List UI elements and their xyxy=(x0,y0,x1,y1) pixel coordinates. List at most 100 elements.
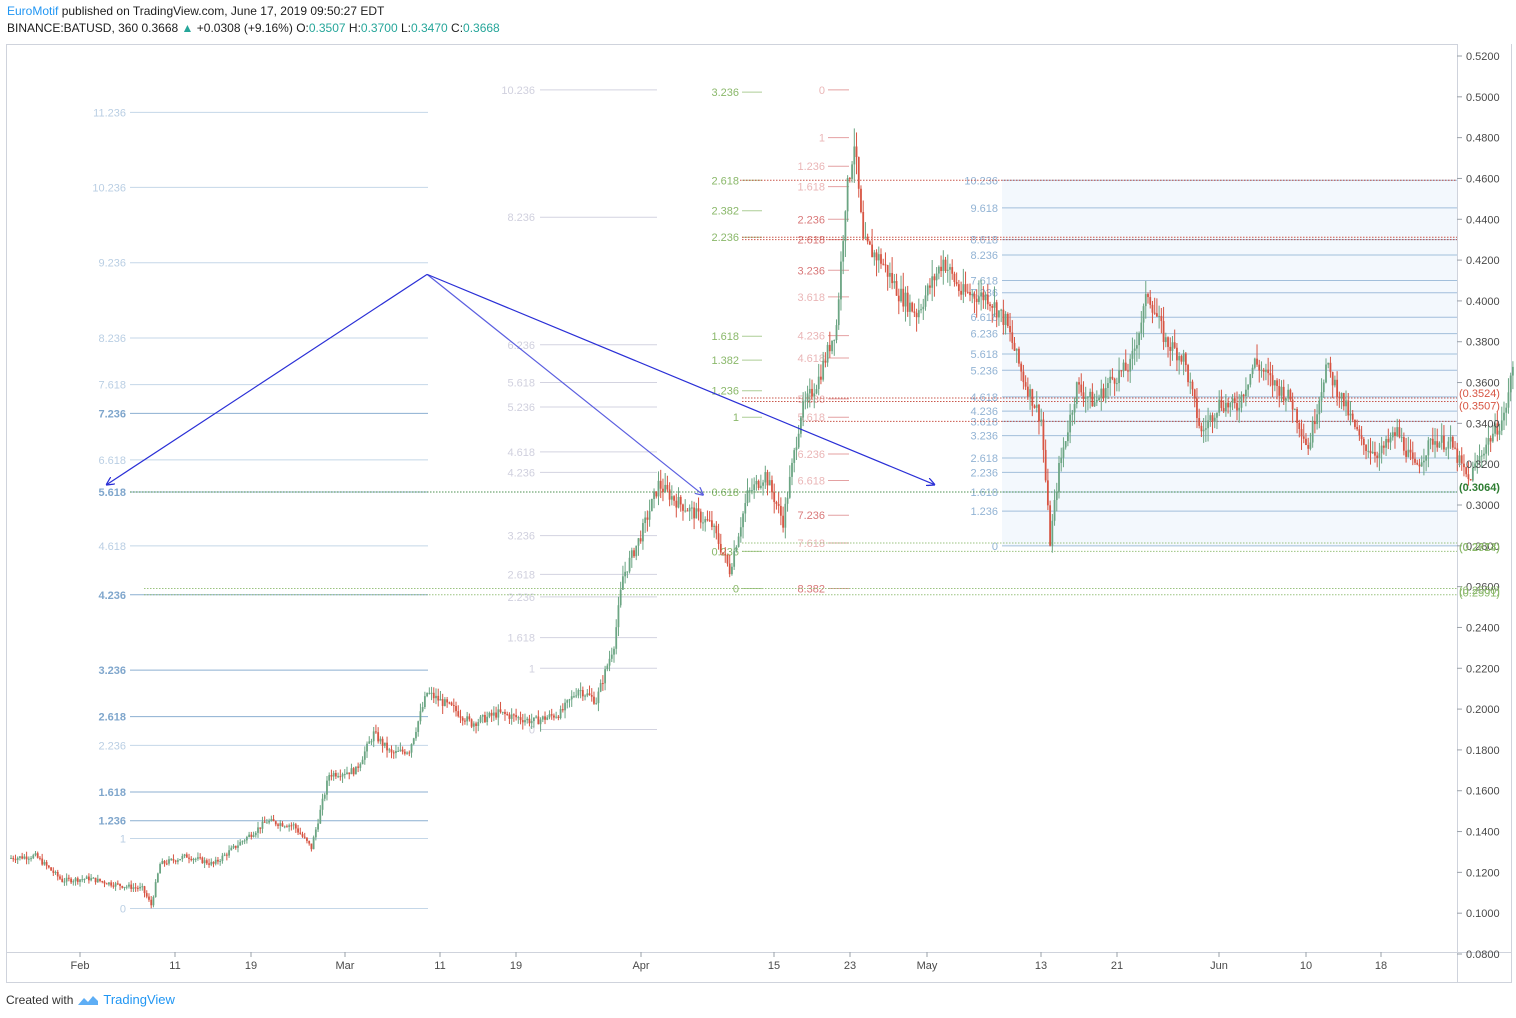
candle-body xyxy=(170,858,173,860)
candle-body xyxy=(1354,419,1356,427)
candle-body xyxy=(1287,389,1290,399)
candle-body xyxy=(1062,447,1065,458)
candle-body xyxy=(566,700,569,703)
candle-body xyxy=(248,834,250,837)
candle-body xyxy=(210,861,213,865)
candle-body xyxy=(837,299,840,326)
candle-body xyxy=(966,291,969,293)
candle-body xyxy=(1002,309,1005,325)
candle-body xyxy=(1253,358,1256,368)
trend-arrow-line[interactable] xyxy=(426,273,703,494)
candle-body xyxy=(719,543,722,553)
candle-body xyxy=(1120,370,1123,372)
candle-body xyxy=(495,712,497,718)
candle-body xyxy=(951,267,954,274)
candle-body xyxy=(902,288,905,307)
candle-body xyxy=(1164,337,1167,343)
price-tick-label: 0.3000 xyxy=(1466,500,1500,512)
fib-level-label: 5.236 xyxy=(970,365,998,377)
candle-body xyxy=(757,480,760,488)
candle-body xyxy=(702,522,704,524)
price-tick-label: 0.4600 xyxy=(1466,173,1500,185)
candle-body xyxy=(426,692,428,697)
fib-level-label: 6.236 xyxy=(507,340,535,352)
candle-body xyxy=(708,520,711,522)
candle-body xyxy=(706,519,709,521)
candle-body xyxy=(1445,448,1448,450)
candle-body xyxy=(686,510,689,512)
candle-body xyxy=(121,886,124,888)
candle-body xyxy=(1320,392,1323,401)
high-value: 0.3700 xyxy=(360,21,398,35)
candle-body xyxy=(159,864,161,874)
candle-body xyxy=(539,719,542,725)
candle-body xyxy=(1485,444,1488,454)
candle-body xyxy=(326,780,328,795)
candle-body xyxy=(1069,414,1072,433)
candle-body xyxy=(92,877,95,879)
candle-body xyxy=(421,707,424,712)
candle-body xyxy=(893,280,896,284)
time-tick-label: Feb xyxy=(71,960,90,972)
candle-body xyxy=(130,884,133,889)
candle-body xyxy=(67,877,70,879)
candle-body xyxy=(817,376,820,390)
trend-arrow-line[interactable] xyxy=(107,273,428,484)
candle-body xyxy=(1115,383,1118,385)
candle-body xyxy=(1187,365,1189,383)
fib-level-label: 3.618 xyxy=(970,416,998,428)
candle-body xyxy=(1496,423,1499,435)
candle-body xyxy=(726,555,729,564)
candle-body xyxy=(808,388,811,394)
candle-body xyxy=(377,732,380,742)
candle-body xyxy=(995,302,998,318)
candle-body xyxy=(1360,435,1363,439)
candle-body xyxy=(713,525,716,527)
candle-body xyxy=(806,393,809,401)
candle-body xyxy=(492,712,495,716)
candle-body xyxy=(1224,402,1227,412)
candle-body xyxy=(771,480,773,493)
author-link[interactable]: EuroMotif xyxy=(7,4,59,18)
candle-body xyxy=(10,857,12,859)
fib-level-label: 1.236 xyxy=(98,816,126,828)
candle-body xyxy=(190,858,193,861)
fib-level-label: 6.236 xyxy=(970,329,998,341)
candle-body xyxy=(1391,432,1394,438)
candle-body xyxy=(219,860,222,862)
candle-body xyxy=(1075,382,1078,405)
candle-body xyxy=(261,821,264,829)
candle-body xyxy=(546,717,549,720)
trend-arrow-line[interactable] xyxy=(426,273,934,484)
fib-level-label: 7.618 xyxy=(970,276,998,288)
price-tick-label: 0.5200 xyxy=(1466,51,1500,63)
candle-body xyxy=(303,836,306,838)
candle-body xyxy=(1471,467,1474,481)
fib-level-label: 4.618 xyxy=(98,541,126,553)
candle-body xyxy=(835,325,838,341)
candle-body xyxy=(866,236,869,242)
candle-body xyxy=(441,699,444,706)
candle-body xyxy=(435,695,437,699)
candle-body xyxy=(1236,403,1238,411)
candle-body xyxy=(1374,451,1376,456)
candle-body xyxy=(1233,398,1236,404)
candle-body xyxy=(1053,500,1056,521)
tradingview-brand-link[interactable]: TradingView xyxy=(103,992,175,1007)
candle-body xyxy=(179,859,182,861)
candle-body xyxy=(19,856,21,858)
time-tick-label: 18 xyxy=(1375,960,1387,972)
candle-body xyxy=(1218,399,1221,413)
candle-body xyxy=(1456,448,1459,463)
candle-body xyxy=(897,295,900,302)
candle-body xyxy=(526,718,529,721)
fib-level-label: 4.618 xyxy=(507,447,535,459)
candle-body xyxy=(143,886,146,894)
candle-body xyxy=(748,490,751,492)
candle-body xyxy=(1133,348,1136,351)
price-tag-label: (0.2591) xyxy=(1459,587,1500,599)
candle-body xyxy=(1402,437,1405,451)
candle-body xyxy=(301,834,304,837)
candle-body xyxy=(254,832,257,836)
